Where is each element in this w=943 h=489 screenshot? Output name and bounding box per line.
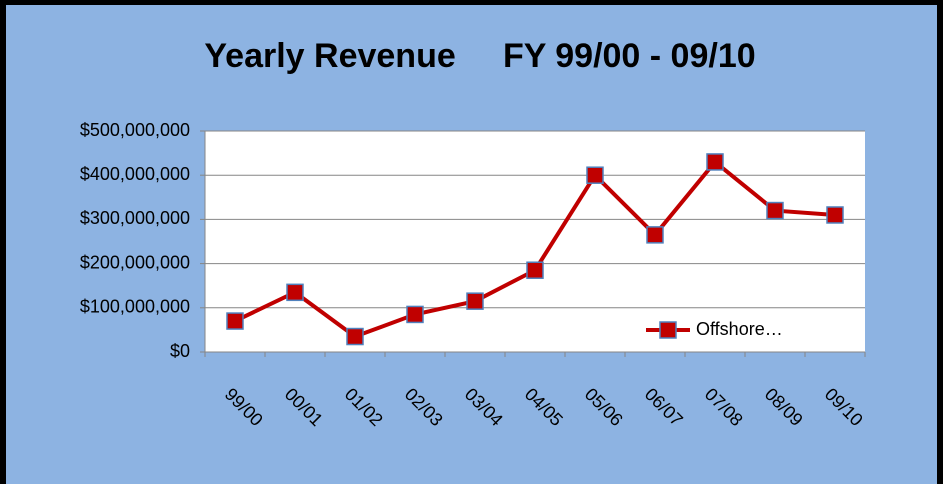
plot-area [205,131,865,352]
data-marker [706,153,724,171]
legend-label: Offshore… [696,319,783,339]
data-marker [586,166,604,184]
data-marker [226,312,244,330]
data-marker [526,261,544,279]
y-tick-label: $100,000,000 [80,297,190,317]
y-tick-label: $200,000,000 [80,252,190,272]
data-marker [286,283,304,302]
legend-marker [659,321,677,339]
y-tick-label: $300,000,000 [80,208,190,228]
y-tick-label: $0 [170,341,190,361]
data-marker [466,292,484,310]
y-tick-label: $400,000,000 [80,164,190,184]
data-marker [826,206,844,224]
data-marker [346,327,364,346]
data-marker [766,201,784,220]
data-marker [646,226,664,244]
data-marker [406,305,424,324]
chart-title: Yearly Revenue FY 99/00 - 09/10 [204,37,755,75]
y-tick-label: $500,000,000 [80,120,190,140]
